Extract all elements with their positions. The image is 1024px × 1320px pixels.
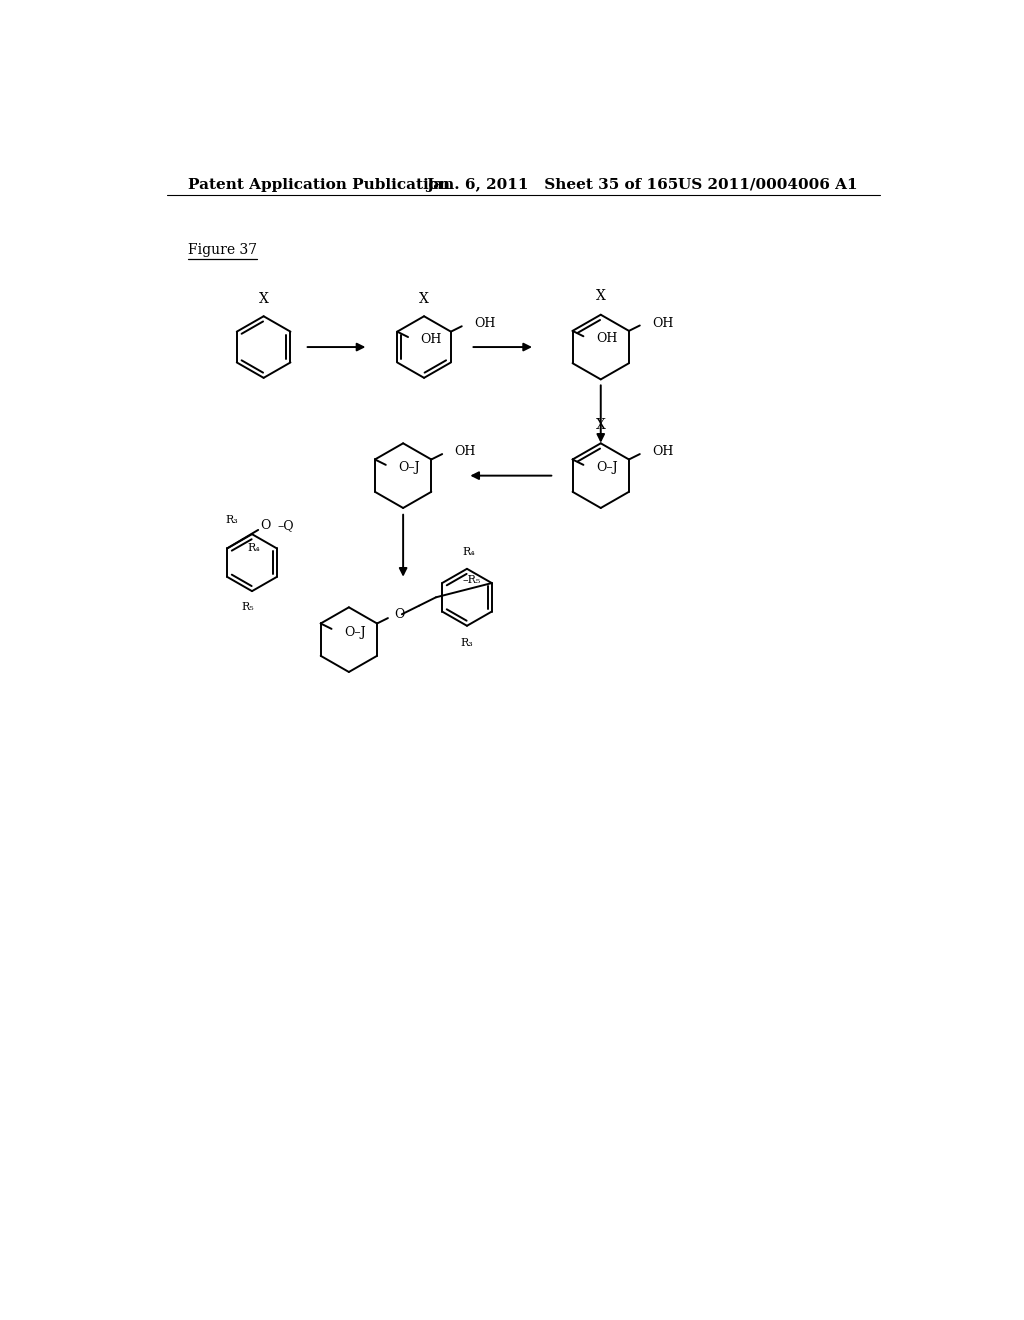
Text: R₅: R₅	[242, 602, 254, 611]
Text: O–J: O–J	[344, 626, 366, 639]
Text: OH: OH	[474, 317, 496, 330]
Text: Patent Application Publication: Patent Application Publication	[188, 178, 451, 191]
Text: OH: OH	[596, 333, 617, 345]
Text: R₃: R₃	[225, 515, 238, 525]
Text: O: O	[394, 607, 404, 620]
Text: X: X	[419, 292, 429, 306]
Text: O–J: O–J	[596, 461, 617, 474]
Text: O: O	[261, 519, 271, 532]
Text: R₄: R₄	[247, 544, 260, 553]
Text: X: X	[259, 292, 268, 306]
Text: OH: OH	[421, 333, 441, 346]
Text: US 2011/0004006 A1: US 2011/0004006 A1	[678, 178, 858, 191]
Text: R₃: R₃	[461, 638, 473, 648]
Text: OH: OH	[652, 445, 674, 458]
Text: –R₅: –R₅	[462, 576, 480, 585]
Text: OH: OH	[455, 445, 476, 458]
Text: X: X	[596, 418, 605, 432]
Text: X: X	[596, 289, 605, 304]
Text: OH: OH	[652, 317, 674, 330]
Text: O–J: O–J	[398, 461, 420, 474]
Text: Figure 37: Figure 37	[188, 243, 258, 257]
Text: R₄: R₄	[462, 546, 475, 557]
Text: –Q: –Q	[278, 519, 294, 532]
Text: Jan. 6, 2011   Sheet 35 of 165: Jan. 6, 2011 Sheet 35 of 165	[426, 178, 679, 191]
